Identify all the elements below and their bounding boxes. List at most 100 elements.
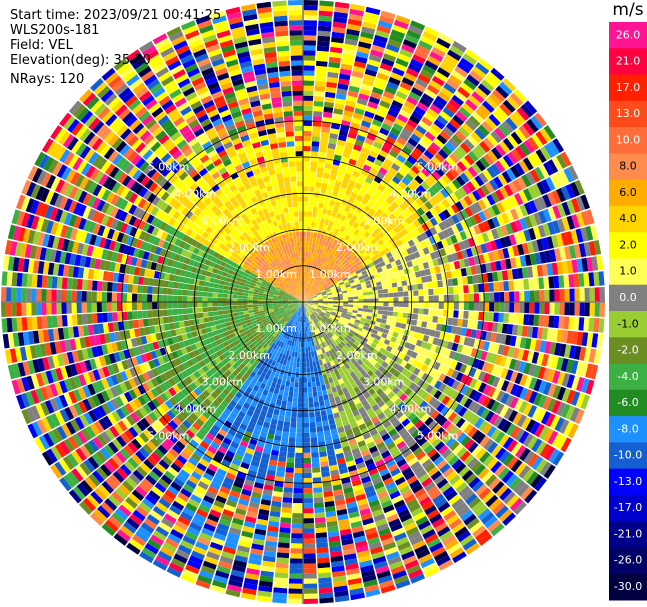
radar-gate	[307, 282, 311, 288]
radar-gate	[243, 326, 250, 332]
radar-gate	[462, 53, 477, 66]
radar-gate	[321, 415, 328, 422]
radar-gate	[312, 303, 318, 306]
radar-gate	[536, 264, 544, 277]
radar-gate	[325, 193, 332, 200]
radar-gate	[346, 348, 353, 355]
radar-gate	[217, 376, 225, 384]
radar-gate	[422, 529, 436, 540]
radar-gate	[334, 325, 340, 331]
radar-gate	[354, 139, 364, 147]
radar-gate	[313, 302, 319, 304]
radar-gate	[412, 236, 420, 245]
radar-gate	[356, 352, 363, 359]
radar-gate	[96, 392, 106, 405]
radar-gate	[392, 362, 400, 370]
radar-gate	[330, 348, 336, 355]
radar-gate	[464, 387, 474, 398]
radar-gate	[495, 333, 502, 344]
radar-gate	[330, 268, 335, 274]
radar-gate	[422, 562, 438, 573]
radar-gate	[364, 527, 378, 536]
radar-gate	[143, 429, 153, 440]
radar-gate	[400, 274, 407, 281]
radar-gate	[118, 484, 131, 496]
radar-gate	[524, 254, 532, 266]
radar-gate	[343, 548, 356, 556]
radar-gate	[312, 345, 316, 352]
radar-gate	[272, 332, 278, 338]
radar-gate	[217, 490, 229, 500]
radar-gate	[399, 513, 413, 523]
radar-gate	[331, 335, 337, 341]
radar-gate	[339, 410, 346, 417]
radar-gate	[343, 320, 349, 325]
radar-gate	[385, 216, 393, 225]
radar-gate	[307, 296, 312, 300]
radar-gate	[326, 311, 332, 315]
radar-gate	[96, 467, 108, 480]
radar-gate	[397, 264, 404, 271]
radar-gate	[310, 284, 314, 290]
radar-gate	[320, 289, 326, 293]
radar-gate	[202, 436, 213, 446]
radar-gate	[272, 366, 278, 373]
radar-gate	[402, 285, 409, 292]
radar-gate	[529, 253, 537, 266]
radar-gate	[358, 323, 364, 329]
radar-gate	[583, 242, 592, 257]
radar-gate	[237, 411, 246, 419]
radar-gate	[273, 486, 283, 493]
radar-gate	[285, 467, 294, 473]
radar-gate	[208, 347, 216, 355]
radar-gate	[421, 426, 431, 437]
radar-gate	[248, 335, 254, 341]
radar-gate	[401, 127, 413, 138]
radar-gate	[371, 145, 381, 154]
radar-gate	[445, 236, 454, 246]
radar-gate	[414, 175, 424, 185]
radar-gate	[363, 193, 372, 201]
radar-gate	[114, 396, 124, 408]
radar-gate	[392, 266, 399, 273]
radar-gate	[451, 70, 466, 82]
radar-gate	[318, 202, 324, 209]
radar-gate	[468, 226, 477, 237]
radar-gate	[308, 283, 312, 289]
radar-gate	[303, 578, 317, 584]
radar-gate	[442, 106, 455, 118]
radar-gate	[316, 426, 324, 433]
radar-gate	[285, 309, 291, 313]
radar-gate	[334, 417, 342, 424]
radar-gate	[290, 548, 303, 554]
radar-gate	[388, 131, 399, 141]
radar-gate	[318, 327, 323, 333]
radar-gate	[344, 234, 351, 241]
radar-gate	[341, 274, 347, 280]
radar-gate	[275, 567, 289, 574]
radar-gate	[291, 407, 298, 413]
radar-gate	[142, 403, 152, 414]
radar-gate	[366, 395, 374, 404]
radar-gate	[321, 384, 327, 391]
radar-gate	[79, 462, 92, 476]
radar-gate	[255, 445, 264, 453]
radar-gate	[188, 475, 200, 485]
radar-gate	[175, 440, 186, 451]
radar-gate	[258, 322, 264, 328]
radar-gate	[319, 5, 334, 12]
radar-gate	[547, 159, 559, 174]
radar-gate	[424, 112, 436, 123]
radar-gate	[419, 400, 428, 410]
radar-gate	[40, 401, 50, 416]
radar-gate	[183, 447, 194, 457]
radar-gate	[300, 302, 303, 307]
radar-gate	[418, 289, 424, 296]
radar-gate	[236, 322, 242, 328]
radar-gate	[392, 311, 399, 317]
radar-gate	[343, 302, 349, 305]
radar-gate	[327, 355, 333, 362]
radar-gate	[309, 320, 312, 326]
radar-gate	[191, 400, 200, 409]
radar-gate	[207, 486, 219, 495]
